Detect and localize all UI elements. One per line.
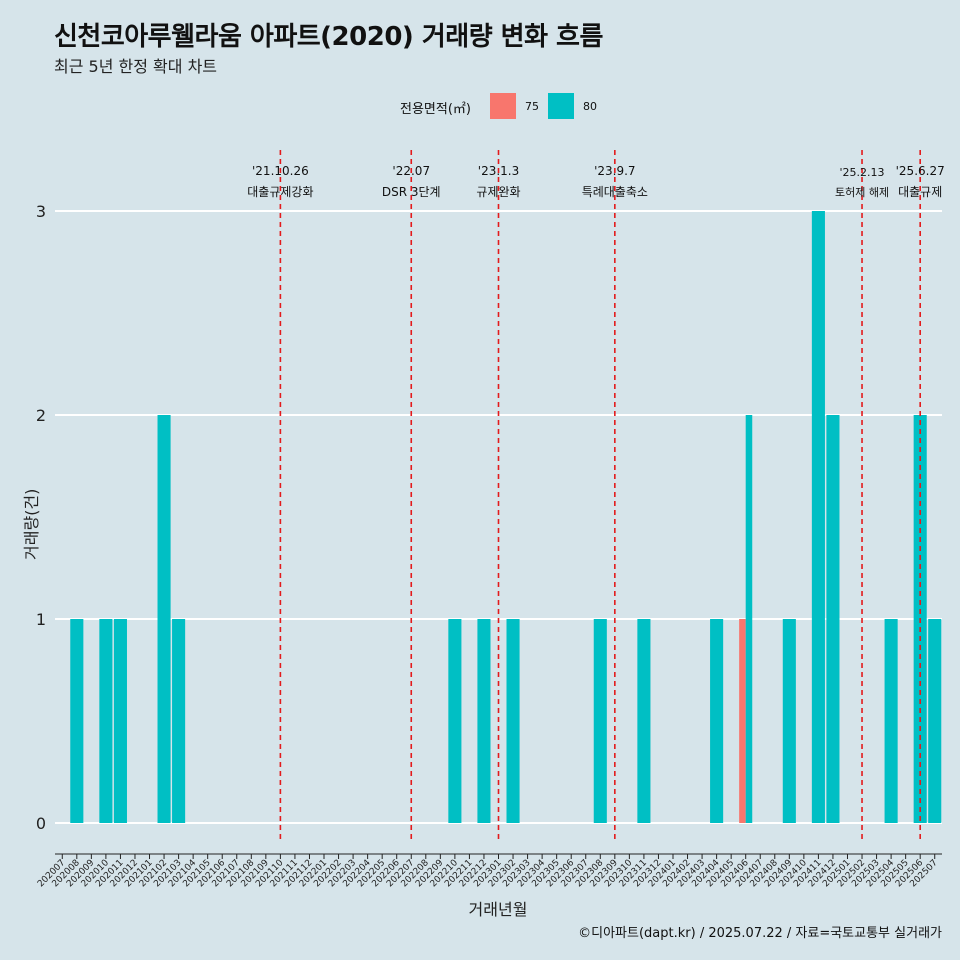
bar-80-202507 [928,619,942,823]
bar-80-202311 [637,619,651,823]
bar-80-202103 [172,619,186,823]
bar-80-202406 [745,415,753,823]
event-label-3: 특례대출축소 [582,185,648,199]
source-caption: ©디아파트(dapt.kr) / 2025.07.22 / 자료=국토교통부 실… [578,926,942,941]
bar-80-202302 [506,619,520,823]
y-tick-label-0: 0 [36,814,46,833]
event-date-3: '23.9.7 [594,164,635,178]
bar-80-202412 [826,415,840,823]
bar-80-202404 [710,619,724,823]
event-date-5: '25.6.27 [896,164,945,178]
bar-80-202409 [782,619,796,823]
event-label-0: 대출규제강화 [247,185,313,199]
legend-title: 전용면적(㎡) [400,102,471,117]
bar-80-202411 [811,211,825,823]
bar-80-202210 [448,619,462,823]
event-label-2: 규제완화 [476,185,520,199]
legend-swatch-75 [490,93,516,119]
event-date-4: '25.2.13 [840,166,885,179]
chart-subtitle: 최근 5년 한정 확대 차트 [54,57,218,76]
bar-80-202010 [99,619,113,823]
event-label-4: 토허제 해제 [835,185,889,199]
bar-80-202011 [113,619,127,823]
chart-title: 신천코아루웰라움 아파트(2020) 거래량 변화 흐름 [54,22,603,52]
bar-75-202406 [739,619,746,823]
legend: 전용면적(㎡) 75 80 [0,93,960,121]
legend-swatch-80 [548,93,574,119]
x-axis-label: 거래년월 [468,900,528,919]
legend-label-80: 80 [583,100,597,113]
y-tick-label-2: 2 [36,406,46,425]
event-date-2: '23.1.3 [478,164,519,178]
y-tick-label-3: 3 [36,202,46,221]
bar-80-202212 [477,619,491,823]
y-tick-label-1: 1 [36,610,46,629]
y-axis-label: 거래량(건) [22,488,41,560]
bar-80-202102 [157,415,171,823]
event-date-1: '22.07 [392,164,430,178]
event-label-1: DSR 3단계 [382,185,441,199]
event-label-5: 대출규제 [898,185,942,199]
bar-80-202504 [884,619,898,823]
bar-80-202008 [70,619,84,823]
event-date-0: '21.10.26 [252,164,309,178]
legend-label-75: 75 [525,100,539,113]
bar-80-202308 [593,619,607,823]
